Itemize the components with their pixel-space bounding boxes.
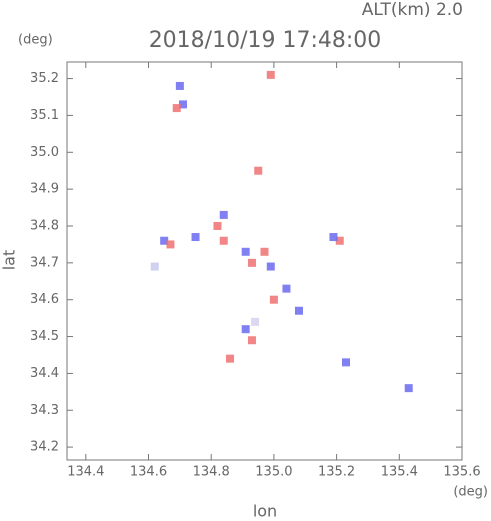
echo-cell [172, 104, 181, 113]
y-tick-label: 35.2 [30, 71, 59, 86]
x-tick-label: 135.6 [443, 465, 480, 480]
x-tick-label: 135.0 [255, 465, 292, 480]
echo-cell [404, 384, 413, 393]
echo-cell [251, 317, 260, 326]
echo-cell [294, 306, 303, 315]
x-tick-label: 134.4 [67, 465, 104, 480]
y-tick-label: 34.7 [30, 255, 59, 270]
echo-cell [329, 233, 338, 242]
y-tick-label: 34.9 [30, 182, 59, 197]
x-tick-label: 134.6 [130, 465, 167, 480]
y-tick-label: 34.8 [30, 218, 59, 233]
echo-cell [241, 247, 250, 256]
echo-cell [160, 236, 169, 245]
echo-cell [178, 100, 187, 109]
echo-cell [335, 236, 344, 245]
x-tick-label: 135.2 [318, 465, 355, 480]
echo-cell [247, 258, 256, 267]
y-tick-label: 34.2 [30, 440, 59, 455]
altitude-label: ALT(km) 2.0 [362, 0, 463, 20]
x-tick-label: 135.4 [381, 465, 418, 480]
echo-cell [254, 166, 263, 175]
y-tick-label: 35.0 [30, 145, 59, 160]
echo-cell [219, 236, 228, 245]
y-tick-label: 34.5 [30, 329, 59, 344]
echo-cell [175, 81, 184, 90]
echo-cell [342, 358, 351, 367]
y-unit: (deg) [18, 33, 53, 48]
x-unit: (deg) [453, 485, 488, 500]
x-tick-label: 134.8 [193, 465, 230, 480]
echo-cell [241, 325, 250, 334]
y-axis-label: lat [0, 250, 19, 271]
plot-frame [66, 61, 463, 461]
y-tick-label: 34.6 [30, 292, 59, 307]
echo-cell [191, 233, 200, 242]
echo-cell [226, 354, 235, 363]
echo-cell [247, 336, 256, 345]
echo-cell [150, 262, 159, 271]
echo-cell [166, 240, 175, 249]
y-tick-label: 34.3 [30, 403, 59, 418]
echo-cell [213, 221, 222, 230]
chart-title: 2018/10/19 17:48:00 [149, 28, 382, 53]
y-tick-label: 34.4 [30, 366, 59, 381]
echo-cell [266, 262, 275, 271]
echo-cell [269, 295, 278, 304]
x-axis-label: lon [253, 502, 277, 521]
y-tick-label: 35.1 [30, 108, 59, 123]
echo-cell [266, 70, 275, 79]
echo-cell [219, 210, 228, 219]
echo-cell [282, 284, 291, 293]
echo-cell [260, 247, 269, 256]
